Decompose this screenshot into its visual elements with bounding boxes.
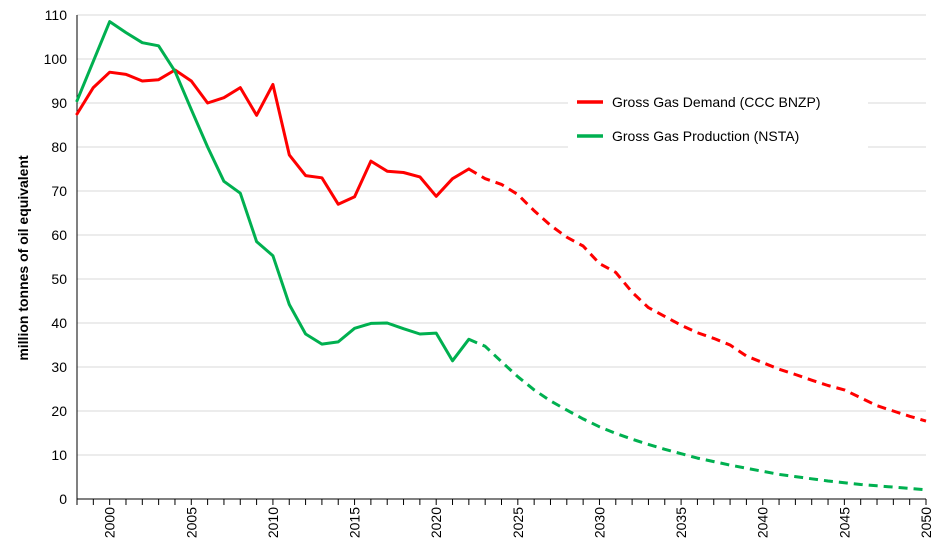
y-axis: 0 10 20 30 40 50 60 70 80 90 100 110 (44, 7, 78, 507)
y-tick-label: 80 (51, 139, 67, 155)
x-tick-label: 2030 (591, 507, 607, 538)
series-lines (75, 20, 927, 492)
x-tick-label: 2015 (347, 507, 363, 538)
y-axis-title: million tonnes of oil equivalent (15, 155, 31, 361)
y-tick-label: 90 (51, 95, 67, 111)
series-line-demand-projected (468, 167, 927, 423)
legend-label-production: Gross Gas Production (NSTA) (612, 128, 799, 144)
x-tick-label: 2040 (755, 507, 771, 538)
y-tick-label: 20 (51, 403, 67, 419)
series-line-demand-historic (75, 68, 471, 206)
y-tick-label: 110 (45, 7, 68, 23)
y-tick-label: 30 (51, 359, 67, 375)
x-tick-label: 2050 (918, 507, 934, 538)
y-tick-label: 70 (51, 183, 67, 199)
x-tick-label: 2025 (510, 507, 526, 538)
x-tick-label: 2000 (102, 507, 118, 538)
series-line-production-historic (75, 20, 471, 363)
y-tick-label: 10 (51, 447, 67, 463)
series-line-production-projected (468, 337, 927, 492)
x-axis: 2000 2005 2010 2015 2020 2025 2030 2035 2040 2045… (76, 498, 934, 538)
legend-label-demand: Gross Gas Demand (CCC BNZP) (612, 94, 820, 110)
x-tick-label: 2020 (428, 507, 444, 538)
x-tick-label: 2045 (836, 507, 852, 538)
legend-background (568, 82, 868, 152)
x-tick-label: 2010 (265, 507, 281, 538)
y-tick-label: 100 (44, 51, 68, 67)
x-tick-label: 2035 (673, 507, 689, 538)
legend: Gross Gas Demand (CCC BNZP) Gross Gas Pr… (568, 82, 868, 152)
y-tick-label: 40 (51, 315, 67, 331)
gridlines (77, 14, 926, 456)
y-tick-label: 60 (51, 227, 67, 243)
x-tick-label: 2005 (183, 507, 199, 538)
y-tick-label: 50 (51, 271, 67, 287)
y-tick-label: 0 (59, 491, 67, 507)
